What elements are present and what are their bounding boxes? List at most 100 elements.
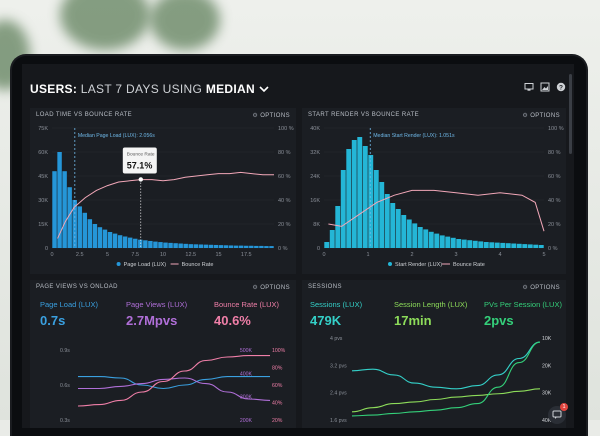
bar xyxy=(57,152,62,248)
bar xyxy=(254,245,259,248)
bar xyxy=(233,245,239,248)
legend-label: Bounce Rate xyxy=(453,262,485,268)
legend-label: Bounce Rate xyxy=(182,262,214,268)
chat-button[interactable]: 1 xyxy=(548,403,568,424)
bar xyxy=(351,140,357,248)
x-tick-label: 15 xyxy=(215,252,221,258)
bar xyxy=(439,235,445,248)
bar xyxy=(244,245,249,248)
bar xyxy=(148,240,153,248)
y2-tick-label: 80% xyxy=(272,366,283,372)
y-tick-label: 24K xyxy=(310,174,320,180)
bar xyxy=(335,206,341,248)
x-tick-label: 17.5 xyxy=(241,252,252,258)
image-icon[interactable] xyxy=(540,82,550,92)
bar xyxy=(511,243,517,248)
pageviews-chart: 0.9s 0.6s 0.3s 500K 400K 300K 200K 100% 80% 60% 40… xyxy=(60,348,286,424)
title-stat: MEDIAN xyxy=(205,82,255,96)
y-tick-label: 16K xyxy=(310,198,320,204)
chat-icon xyxy=(552,410,562,419)
bar xyxy=(428,231,434,248)
options-button[interactable]: ⚙ OPTIONS xyxy=(252,285,290,291)
series-line xyxy=(351,341,541,417)
legend-swatch xyxy=(388,262,392,266)
title-using: USING xyxy=(162,82,203,96)
bar xyxy=(346,149,352,248)
bar xyxy=(102,229,108,248)
notification-badge: 1 xyxy=(560,403,568,411)
bar xyxy=(122,236,128,248)
x-tick-label: 5 xyxy=(542,252,545,258)
bar xyxy=(67,187,72,248)
sessions-panel: SESSIONS ⚙ OPTIONS Sessions (LUX) 479K S… xyxy=(302,280,566,428)
bar xyxy=(92,224,98,248)
title-range: LAST 7 DAYS xyxy=(80,82,160,96)
bar xyxy=(52,171,57,248)
options-button[interactable]: ⚙ OPTIONS xyxy=(522,113,560,119)
chevron-down-icon[interactable] xyxy=(259,86,269,93)
bar xyxy=(401,215,407,248)
panel-title: SESSIONS xyxy=(308,284,342,290)
legend-swatch xyxy=(116,262,121,266)
metric-label: Sessions (LUX) xyxy=(310,300,363,309)
bar xyxy=(461,239,467,248)
series-line xyxy=(351,388,541,413)
panel-title: PAGE VIEWS VS ONLOAD xyxy=(36,284,118,290)
legend-label: Page Load (LUX) xyxy=(124,262,167,268)
y2-tick-label: 20 % xyxy=(548,222,561,228)
metric-value: 479K xyxy=(310,313,342,328)
y2-tick-label: 60 % xyxy=(548,174,561,180)
bar xyxy=(208,244,214,248)
bounce-rate-line xyxy=(57,171,274,239)
help-icon[interactable]: ? xyxy=(556,82,566,92)
header-icons: ? xyxy=(524,82,566,92)
y-tick-label: 15K xyxy=(38,222,48,228)
options-label: OPTIONS xyxy=(260,285,290,291)
y-tick-label: 0.3s xyxy=(60,418,70,424)
metric-label: Page Load (LUX) xyxy=(40,300,98,309)
y2-tick-label: 0 % xyxy=(278,246,288,252)
options-label: OPTIONS xyxy=(260,113,290,119)
bar xyxy=(203,244,209,248)
dashboard-screen: USERS: LAST 7 DAYS USING MEDIAN ? LOAD T… xyxy=(22,64,574,428)
x-tick-label: 2.5 xyxy=(76,252,84,258)
y-tick-label: 4 pvs xyxy=(330,336,343,342)
metric-label: PVs Per Session (LUX) xyxy=(484,300,562,309)
bar xyxy=(467,240,473,248)
metric-value: 2pvs xyxy=(484,313,514,328)
scrollbar[interactable] xyxy=(569,74,572,154)
y-tick-label: 0 xyxy=(45,246,48,252)
dashboard-title[interactable]: USERS: LAST 7 DAYS USING MEDIAN xyxy=(30,82,269,96)
bar xyxy=(249,245,254,248)
bar xyxy=(340,170,346,248)
bar xyxy=(324,242,330,248)
bar xyxy=(395,209,401,248)
bar xyxy=(158,242,163,248)
svg-text:?: ? xyxy=(559,84,563,91)
x-tick-label: 10 xyxy=(160,252,166,258)
bar xyxy=(505,243,511,248)
bar xyxy=(489,242,495,248)
bar xyxy=(483,242,489,248)
series-line xyxy=(77,376,270,390)
bar xyxy=(379,182,385,248)
bar xyxy=(406,219,412,248)
options-button[interactable]: ⚙ OPTIONS xyxy=(252,113,290,119)
options-label: OPTIONS xyxy=(530,285,560,291)
render-vs-bounce-panel: START RENDER VS BOUNCE RATE ⚙ OPTIONS 40… xyxy=(302,108,566,274)
y2-tick-label: 0 % xyxy=(548,246,558,252)
bar xyxy=(173,243,178,248)
y2-tick-label: 20K xyxy=(542,363,552,369)
load-time-chart: 75K 60K 45K 30K 15K 0 100 % 80 % 60 % 40 % 20 % 0 %… xyxy=(38,126,294,268)
y-tick-label: 30K xyxy=(38,198,48,204)
y-mid-tick-label: 400K xyxy=(240,371,253,377)
x-tick-label: 0 xyxy=(50,252,53,258)
bar xyxy=(478,241,484,248)
monitor-icon[interactable] xyxy=(524,82,534,92)
legend-label: Start Render (LUX) xyxy=(395,262,442,268)
y2-tick-label: 60% xyxy=(272,383,283,389)
options-button[interactable]: ⚙ OPTIONS xyxy=(522,285,560,291)
y-tick-label: 75K xyxy=(38,126,48,132)
bar xyxy=(178,243,183,248)
bar xyxy=(527,244,533,248)
